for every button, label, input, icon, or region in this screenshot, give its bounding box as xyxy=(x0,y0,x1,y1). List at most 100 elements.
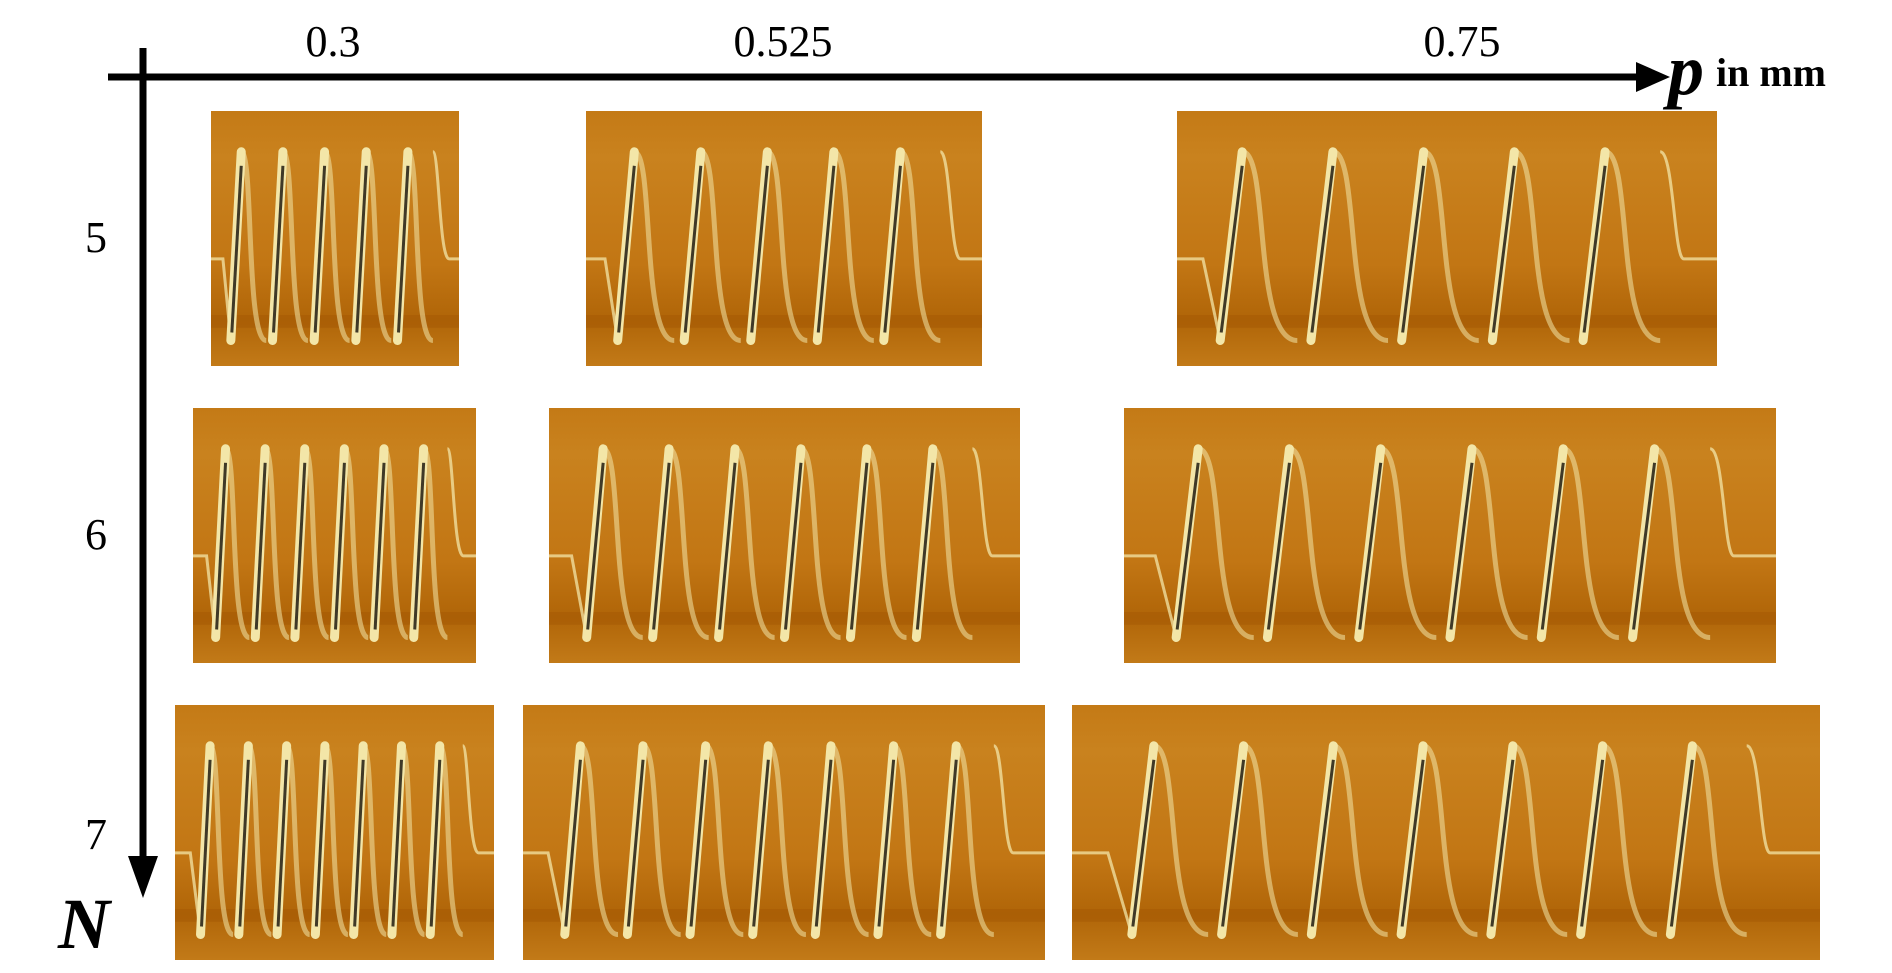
coil-turn-back xyxy=(262,446,291,640)
coil-turn-back xyxy=(207,743,235,937)
wire-lead-in xyxy=(1072,851,1134,935)
coil-turn-shadow xyxy=(1310,165,1335,333)
coil-photo-n5-p0-3 xyxy=(211,111,459,366)
coil-turn-shadow xyxy=(272,165,285,333)
coil-turn-shadow xyxy=(718,462,737,630)
coil-drawing xyxy=(1177,147,1717,345)
coil-turn-shadow xyxy=(391,759,403,927)
coil-turn-back xyxy=(733,446,776,640)
coil-drawing xyxy=(193,444,476,642)
coil-drawing xyxy=(211,147,459,345)
coil-turn-shadow xyxy=(1131,759,1156,927)
coil-turn-shadow xyxy=(814,759,833,927)
wire-lead-in xyxy=(175,851,203,935)
coil-turn-back xyxy=(1197,446,1255,640)
y-axis-arrowhead xyxy=(128,856,158,898)
coil-turn-shadow xyxy=(215,462,228,630)
coil-turn-shadow xyxy=(1401,165,1426,333)
coil-turn-back xyxy=(360,743,388,937)
y-tick-7: 7 xyxy=(85,810,107,859)
coil-turn-shadow xyxy=(1540,462,1565,630)
coil-turn-shadow xyxy=(752,759,770,927)
coil-turn-back xyxy=(1379,446,1437,640)
coil-photo-n7-p0-3 xyxy=(175,705,494,960)
coil-turn-back xyxy=(363,149,393,343)
x-axis-symbol: p xyxy=(1668,30,1704,110)
coil-turn-back xyxy=(641,743,682,937)
coil-turn-back xyxy=(223,446,251,640)
coil-turn-shadow xyxy=(1449,462,1474,630)
coil-turn-back xyxy=(667,446,710,640)
wire-lead-in xyxy=(1124,554,1178,638)
tube-shadow xyxy=(1072,909,1820,922)
coil-turn-shadow xyxy=(1175,462,1200,630)
coil-turn-back xyxy=(579,743,619,937)
coil-turn-back xyxy=(399,743,426,937)
coil-turn-back xyxy=(601,446,644,640)
coil-turn-shadow xyxy=(353,759,365,927)
coil-turn-back xyxy=(799,446,842,640)
coil-turn-back xyxy=(1332,743,1389,937)
coil-turn-shadow xyxy=(877,759,896,927)
coil-turn-back xyxy=(381,446,410,640)
coil-turn-shadow xyxy=(396,165,410,333)
coil-turn-back xyxy=(437,743,465,937)
coil-turn-shadow xyxy=(413,462,426,630)
coil-turn-shadow xyxy=(373,462,386,630)
coil-drawing xyxy=(175,741,494,939)
coil-turn-back xyxy=(1471,446,1529,640)
coil-turn-shadow xyxy=(1582,165,1607,333)
coil-turn-back xyxy=(280,149,310,343)
wire-lead-out xyxy=(461,744,494,855)
wire-lead-out xyxy=(445,447,476,558)
coil-turn-shadow xyxy=(1491,165,1516,333)
coil-turn-shadow xyxy=(1221,759,1246,927)
coil-turn-back xyxy=(1332,149,1389,343)
coil-turn-shadow xyxy=(626,759,645,927)
coil-turn-back xyxy=(832,149,875,343)
coil-photo-n7-p0-75 xyxy=(1072,705,1820,960)
y-tick-6: 6 xyxy=(85,510,107,559)
coil-drawing xyxy=(549,444,1020,642)
x-tick-0-3: 0.3 xyxy=(305,17,361,66)
coil-turn-shadow xyxy=(314,759,327,927)
x-axis-arrowhead xyxy=(1636,62,1670,92)
coil-drawing xyxy=(1124,444,1776,642)
coil-turn-back xyxy=(341,446,370,640)
coil-turn-shadow xyxy=(1400,759,1425,927)
coil-drawing xyxy=(586,147,982,345)
coil-turn-back xyxy=(1422,743,1478,937)
wire-lead-out xyxy=(992,744,1045,855)
wire-lead-out xyxy=(938,150,982,261)
x-axis-unit: in mm xyxy=(1716,50,1826,95)
coil-turn-shadow xyxy=(429,759,442,927)
coil-turn-back xyxy=(245,743,273,937)
coil-turn-shadow xyxy=(1490,759,1515,927)
coil-turn-back xyxy=(1513,149,1570,343)
coil-turn-shadow xyxy=(313,165,327,333)
x-tick-0-525: 0.525 xyxy=(733,17,833,66)
coil-turn-shadow xyxy=(294,462,307,630)
coil-turn-shadow xyxy=(276,759,289,927)
coil-turn-back xyxy=(1152,743,1209,937)
coil-photo-n6-p0-75 xyxy=(1124,408,1776,663)
coil-turn-shadow xyxy=(230,165,243,333)
coil-turn-back xyxy=(865,446,908,640)
coil-turn-back xyxy=(766,149,809,343)
coil-turn-back xyxy=(1604,149,1661,343)
coil-turn-back xyxy=(405,149,435,343)
coil-turn-back xyxy=(322,743,350,937)
coil-turn-shadow xyxy=(334,462,346,630)
x-tick-0-75: 0.75 xyxy=(1423,17,1501,66)
coil-turn-shadow xyxy=(586,462,605,630)
coil-turn-back xyxy=(1653,446,1711,640)
coil-turn-back xyxy=(1242,743,1299,937)
coil-drawing xyxy=(1072,741,1820,939)
coil-turn-back xyxy=(302,446,330,640)
coil-turn-back xyxy=(421,446,449,640)
coil-photo-n5-p0-75 xyxy=(1177,111,1717,366)
coil-turn-back xyxy=(1422,149,1480,343)
coil-turn-back xyxy=(899,149,942,343)
coil-turn-shadow xyxy=(683,165,703,333)
wire-lead-in xyxy=(1177,257,1222,341)
